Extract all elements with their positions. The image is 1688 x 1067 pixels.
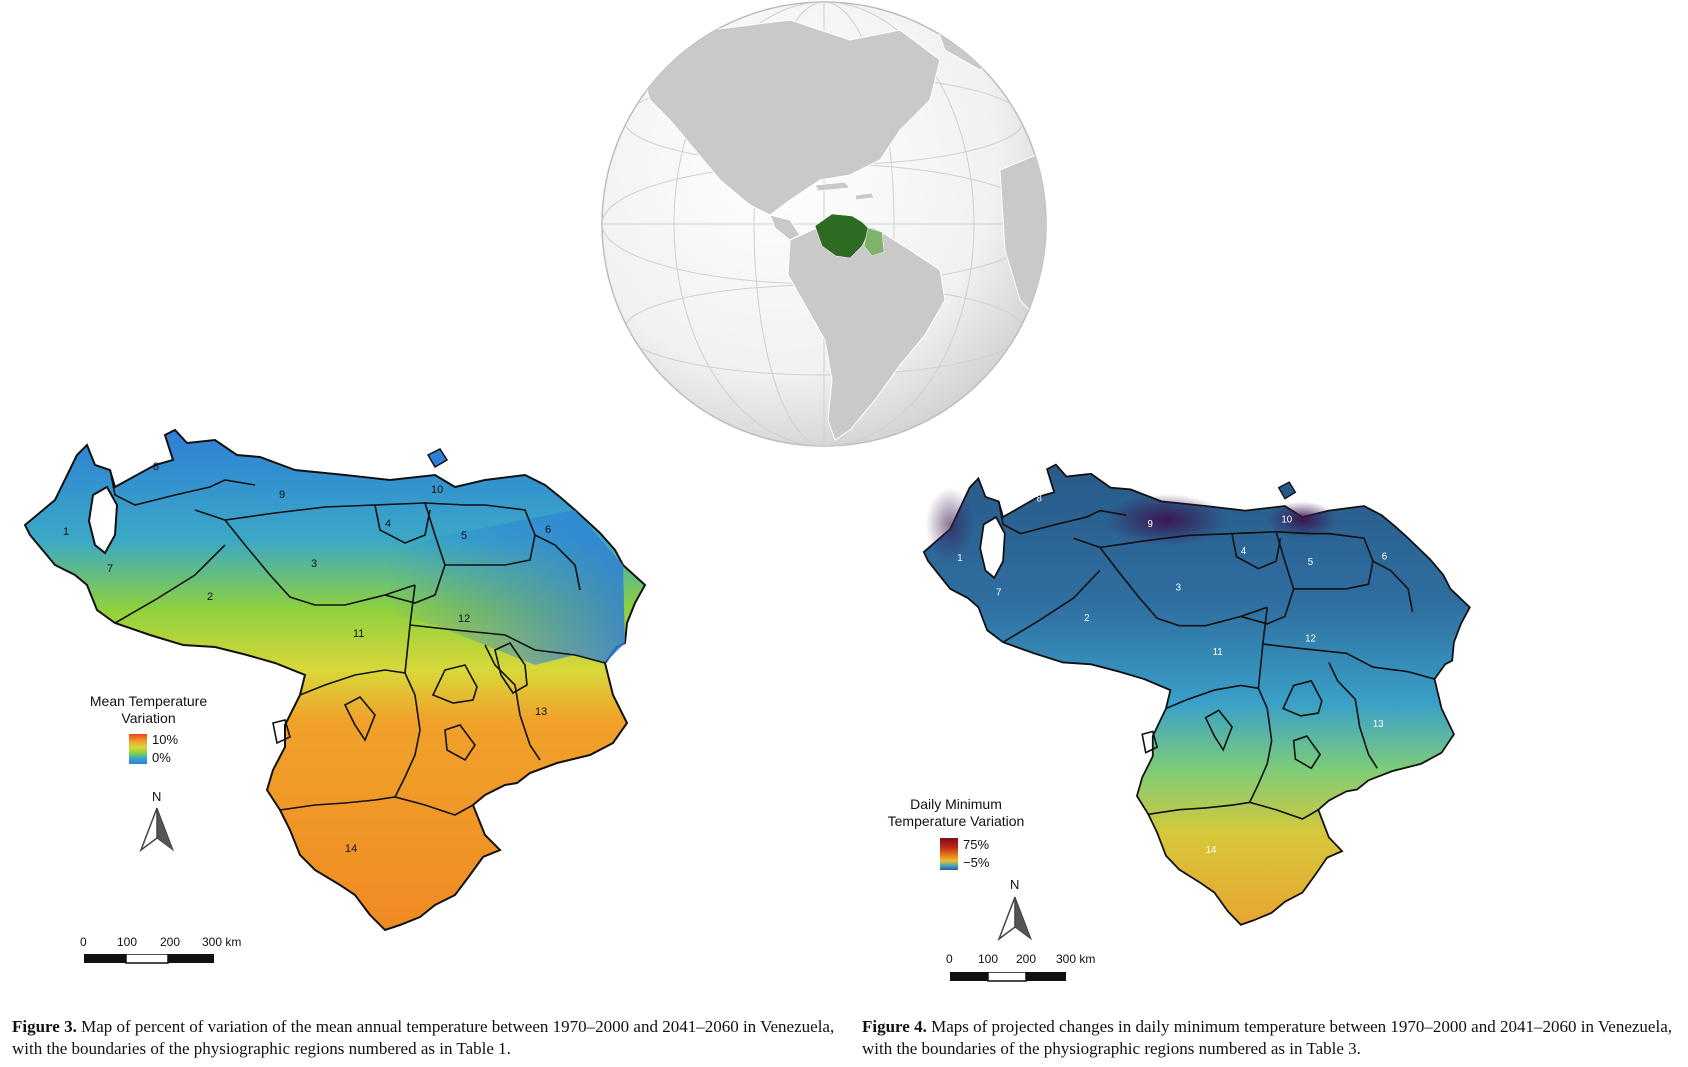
figure4-caption-text: Maps of projected changes in daily minim… (862, 1017, 1672, 1058)
fig4-region-label-9: 9 (1147, 519, 1153, 530)
fig4-region-label-12: 12 (1305, 633, 1316, 644)
fig4-region-label-6: 6 (1382, 551, 1388, 562)
figure4-legend-colorbar (940, 838, 958, 870)
figure3-map: 1 2 3 4 5 6 7 8 9 10 11 12 13 14 (15, 425, 685, 990)
figure4-map: 1 2 3 4 5 6 7 8 9 10 11 12 13 14 (915, 460, 1505, 980)
figure4-scale-label-0: 0 (946, 952, 953, 966)
fig4-region-label-5: 5 (1308, 557, 1314, 568)
figure3-legend-title: Mean Temperature Variation (89, 693, 208, 726)
figure4-north-arrow-icon (995, 895, 1035, 941)
fig4-region-label-14: 14 (1206, 845, 1217, 856)
region-label-4: 4 (385, 518, 391, 530)
figure3-scale-label-0: 0 (80, 935, 87, 949)
region-label-9: 9 (279, 489, 285, 501)
figure4-legend-max: 75% (963, 837, 990, 852)
figure3-north-label: N (152, 789, 162, 804)
fig4-region-label-2: 2 (1084, 613, 1089, 624)
figure4-caption-label: Figure 4. (862, 1017, 927, 1036)
figure3-legend-min: 0% (152, 750, 171, 765)
fig4-region-label-3: 3 (1176, 583, 1182, 594)
figure3-legend-max: 10% (152, 732, 179, 747)
region-label-7: 7 (107, 563, 113, 575)
figure4-scale-bar (950, 972, 1068, 982)
region-label-12: 12 (458, 613, 470, 625)
fig4-region-label-8: 8 (1037, 493, 1043, 504)
fig4-region-label-13: 13 (1373, 719, 1384, 730)
region-label-3: 3 (311, 558, 317, 570)
fig4-region-label-10: 10 (1281, 514, 1292, 525)
fig4-region-label-11: 11 (1213, 647, 1224, 658)
region-label-14: 14 (345, 843, 357, 855)
region-label-8: 8 (153, 461, 159, 473)
figure4-scale-label-300: 300 km (1056, 952, 1096, 966)
region-label-2: 2 (207, 591, 213, 603)
region-label-10: 10 (431, 484, 443, 496)
figure4-caption: Figure 4. Maps of projected changes in d… (862, 1016, 1682, 1060)
figure3-scale-label-300: 300 km (202, 935, 242, 949)
region-label-11: 11 (353, 628, 364, 640)
fig4-region-label-1: 1 (957, 553, 963, 564)
figure4-legend-title: Daily Minimum Temperature Variation (887, 796, 1025, 829)
locator-globe (600, 0, 1048, 448)
fig4-region-label-7: 7 (996, 587, 1001, 598)
figure4-legend-min: −5% (963, 855, 990, 870)
figure3-scale-label-200: 200 (160, 935, 181, 949)
region-label-13: 13 (535, 706, 547, 718)
region-label-1: 1 (63, 526, 69, 538)
region-label-6: 6 (545, 524, 551, 536)
figure3-scale-label-100: 100 (117, 935, 138, 949)
figure4-north-label: N (1010, 877, 1020, 892)
figure3-caption-text: Map of percent of variation of the mean … (12, 1017, 835, 1058)
figure3-caption-label: Figure 3. (12, 1017, 77, 1036)
figure4-scale-label-200: 200 (1016, 952, 1037, 966)
figure4-scale-label-100: 100 (978, 952, 999, 966)
figure3-legend-colorbar (129, 734, 147, 764)
figure3-scale-bar (84, 954, 216, 964)
fig4-region-label-4: 4 (1241, 546, 1247, 557)
figure3-north-arrow-icon (137, 806, 177, 852)
figure3-caption: Figure 3. Map of percent of variation of… (12, 1016, 847, 1060)
region-label-5: 5 (461, 530, 467, 542)
